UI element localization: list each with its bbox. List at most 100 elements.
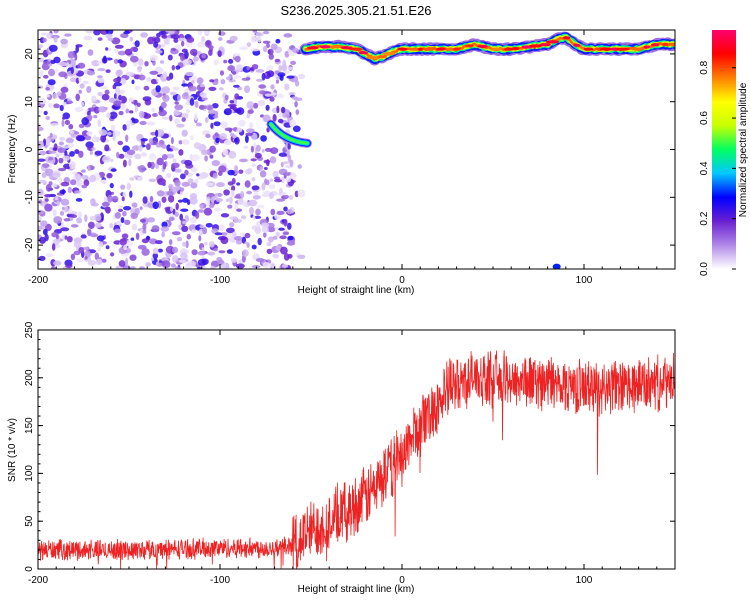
- noise-speckle: [178, 259, 186, 263]
- noise-speckle: [86, 86, 92, 93]
- noise-speckle: [59, 104, 64, 112]
- noise-speckle: [151, 107, 156, 113]
- noise-speckle: [162, 162, 167, 170]
- noise-speckle: [258, 84, 267, 89]
- noise-speckle: [90, 233, 99, 238]
- noise-speckle: [97, 247, 102, 251]
- noise-speckle: [211, 160, 220, 167]
- noise-speckle: [137, 66, 142, 73]
- noise-speckle: [236, 107, 245, 115]
- noise-speckle: [166, 30, 176, 35]
- noise-speckle: [120, 184, 126, 190]
- noise-speckle: [62, 155, 70, 161]
- noise-speckle: [79, 83, 85, 89]
- noise-speckle: [179, 213, 183, 221]
- noise-speckle: [49, 132, 53, 138]
- noise-speckle: [229, 216, 238, 220]
- noise-speckle: [297, 164, 302, 169]
- noise-speckle: [126, 123, 131, 131]
- noise-speckle: [124, 219, 131, 225]
- noise-speckle: [216, 182, 225, 188]
- noise-speckle: [259, 166, 263, 171]
- noise-speckle: [73, 241, 82, 249]
- noise-speckle: [97, 68, 106, 72]
- noise-speckle: [205, 182, 214, 186]
- noise-speckle: [289, 119, 296, 128]
- noise-speckle: [68, 208, 72, 215]
- noise-speckle: [165, 245, 175, 254]
- noise-speckle: [181, 40, 185, 47]
- noise-speckle: [232, 97, 238, 106]
- noise-speckle: [274, 176, 281, 180]
- noise-speckle: [183, 92, 189, 97]
- noise-speckle: [248, 199, 258, 207]
- noise-speckle: [210, 260, 220, 268]
- noise-speckle: [53, 216, 63, 224]
- noise-speckle: [113, 82, 123, 87]
- noise-speckle: [276, 105, 280, 114]
- noise-speckle: [290, 60, 297, 65]
- noise-speckle: [110, 124, 116, 132]
- noise-speckle: [255, 208, 261, 216]
- noise-speckle: [172, 231, 181, 236]
- noise-speckle: [185, 240, 189, 249]
- noise-speckle: [44, 203, 53, 212]
- noise-speckle: [208, 241, 215, 248]
- noise-speckle: [122, 159, 127, 168]
- y-tick-label: 50: [24, 515, 35, 527]
- noise-speckle: [40, 32, 48, 36]
- noise-speckle: [186, 36, 195, 43]
- noise-speckle: [80, 234, 87, 239]
- colorbar-gradient: [712, 30, 736, 269]
- noise-speckle: [118, 260, 126, 267]
- noise-speckle: [181, 83, 189, 87]
- noise-speckle: [150, 78, 157, 85]
- noise-speckle: [252, 30, 258, 33]
- ridge-peak: [340, 46, 353, 50]
- noise-speckle: [204, 155, 209, 162]
- noise-speckle: [201, 36, 206, 43]
- noise-speckle: [82, 80, 89, 85]
- noise-speckle: [198, 235, 202, 242]
- noise-speckle: [234, 93, 240, 100]
- noise-speckle: [94, 150, 103, 156]
- noise-speckle: [196, 173, 200, 177]
- noise-speckle: [298, 73, 306, 79]
- noise-speckle: [131, 223, 138, 231]
- noise-speckle: [39, 236, 46, 244]
- noise-speckle: [150, 131, 156, 136]
- noise-speckle: [97, 91, 103, 97]
- noise-speckle: [139, 120, 147, 126]
- noise-speckle: [83, 179, 90, 187]
- noise-speckle: [269, 147, 279, 155]
- noise-speckle: [280, 176, 285, 183]
- noise-speckle: [240, 190, 245, 199]
- noise-speckle: [41, 172, 47, 179]
- noise-speckle: [259, 170, 267, 178]
- noise-speckle: [208, 49, 213, 56]
- noise-speckle: [279, 187, 283, 195]
- noise-speckle: [231, 177, 236, 185]
- noise-speckle: [236, 64, 244, 71]
- noise-speckle: [38, 255, 46, 261]
- noise-speckle: [141, 248, 150, 256]
- noise-speckle: [199, 224, 205, 229]
- noise-speckle: [166, 76, 171, 81]
- noise-speckle: [52, 209, 57, 217]
- noise-speckle: [228, 73, 233, 80]
- noise-speckle: [272, 170, 279, 178]
- noise-speckle: [147, 217, 155, 223]
- ridge-peak: [445, 47, 455, 51]
- noise-speckle: [257, 36, 262, 43]
- noise-speckle: [229, 222, 235, 228]
- noise-speckle: [162, 94, 170, 103]
- noise-speckle: [102, 155, 111, 163]
- noise-speckle: [48, 44, 58, 52]
- noise-speckle: [215, 168, 220, 173]
- noise-speckle: [244, 241, 248, 245]
- ridge-peak: [573, 43, 581, 47]
- noise-speckle: [286, 150, 291, 155]
- ridge-peak: [319, 45, 331, 49]
- noise-speckle: [124, 258, 129, 266]
- noise-speckle: [161, 86, 171, 94]
